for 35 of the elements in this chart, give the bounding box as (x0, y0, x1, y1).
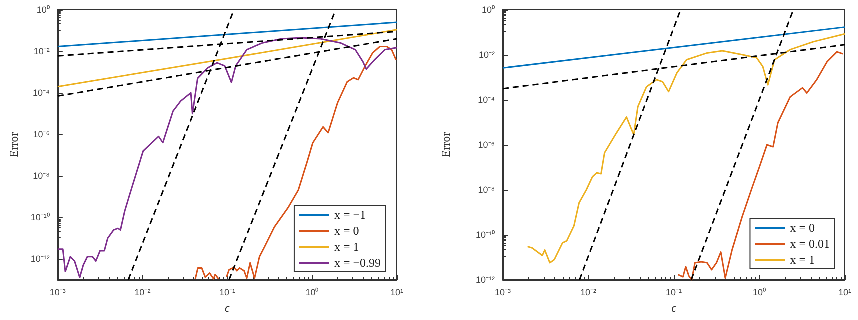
legend-label: x = 0 (790, 221, 816, 235)
legend-label: x = 0.01 (790, 237, 830, 251)
x-tick-label: 10⁰ (306, 288, 319, 298)
y-tick-label: 10⁻¹⁰ (30, 212, 50, 223)
x-tick-label: 10⁻³ (494, 288, 512, 298)
x-tick-label: 10¹ (390, 288, 404, 298)
y-tick-label: 10⁻⁸ (478, 185, 496, 195)
y-tick-label: 10⁻⁶ (478, 140, 496, 150)
legend-label: x = 1 (790, 253, 816, 267)
x-tick-label: 10⁻³ (50, 288, 66, 298)
y-tick-label: 10⁻¹² (30, 254, 50, 264)
x-tick-label: 10¹ (838, 288, 852, 298)
y-tick-label: 10⁻⁴ (478, 95, 496, 105)
y-tick-label: 10⁻⁴ (33, 88, 50, 98)
x-tick-label: 10⁻² (134, 288, 151, 298)
y-axis-title: Error (7, 132, 21, 158)
legend-label: x = −1 (334, 208, 366, 222)
y-tick-label: 10⁰ (482, 5, 495, 15)
x-tick-label: 10⁻² (580, 288, 597, 298)
x-tick-label: 10⁻¹ (219, 288, 236, 298)
legend-label: x = 0 (334, 224, 360, 238)
y-tick-label: 10⁻¹⁰ (476, 230, 495, 240)
x-tick-label: 10⁻¹ (666, 288, 682, 298)
y-tick-label: 10⁻¹² (476, 275, 495, 285)
y-axis-title: Error (439, 132, 453, 158)
y-tick-label: 10⁻² (34, 46, 50, 57)
legend-label: x = −0.99 (334, 256, 382, 270)
legend-label: x = 1 (334, 240, 360, 254)
x-tick-label: 10⁰ (752, 288, 766, 298)
y-tick-label: 10⁰ (36, 5, 50, 15)
x-axis-title: ϵ (672, 301, 678, 315)
y-tick-label: 10⁻⁶ (33, 130, 50, 140)
y-tick-label: 10⁻⁸ (33, 171, 50, 182)
y-tick-label: 10⁻² (478, 50, 495, 60)
x-axis-title: ϵ (225, 301, 232, 315)
